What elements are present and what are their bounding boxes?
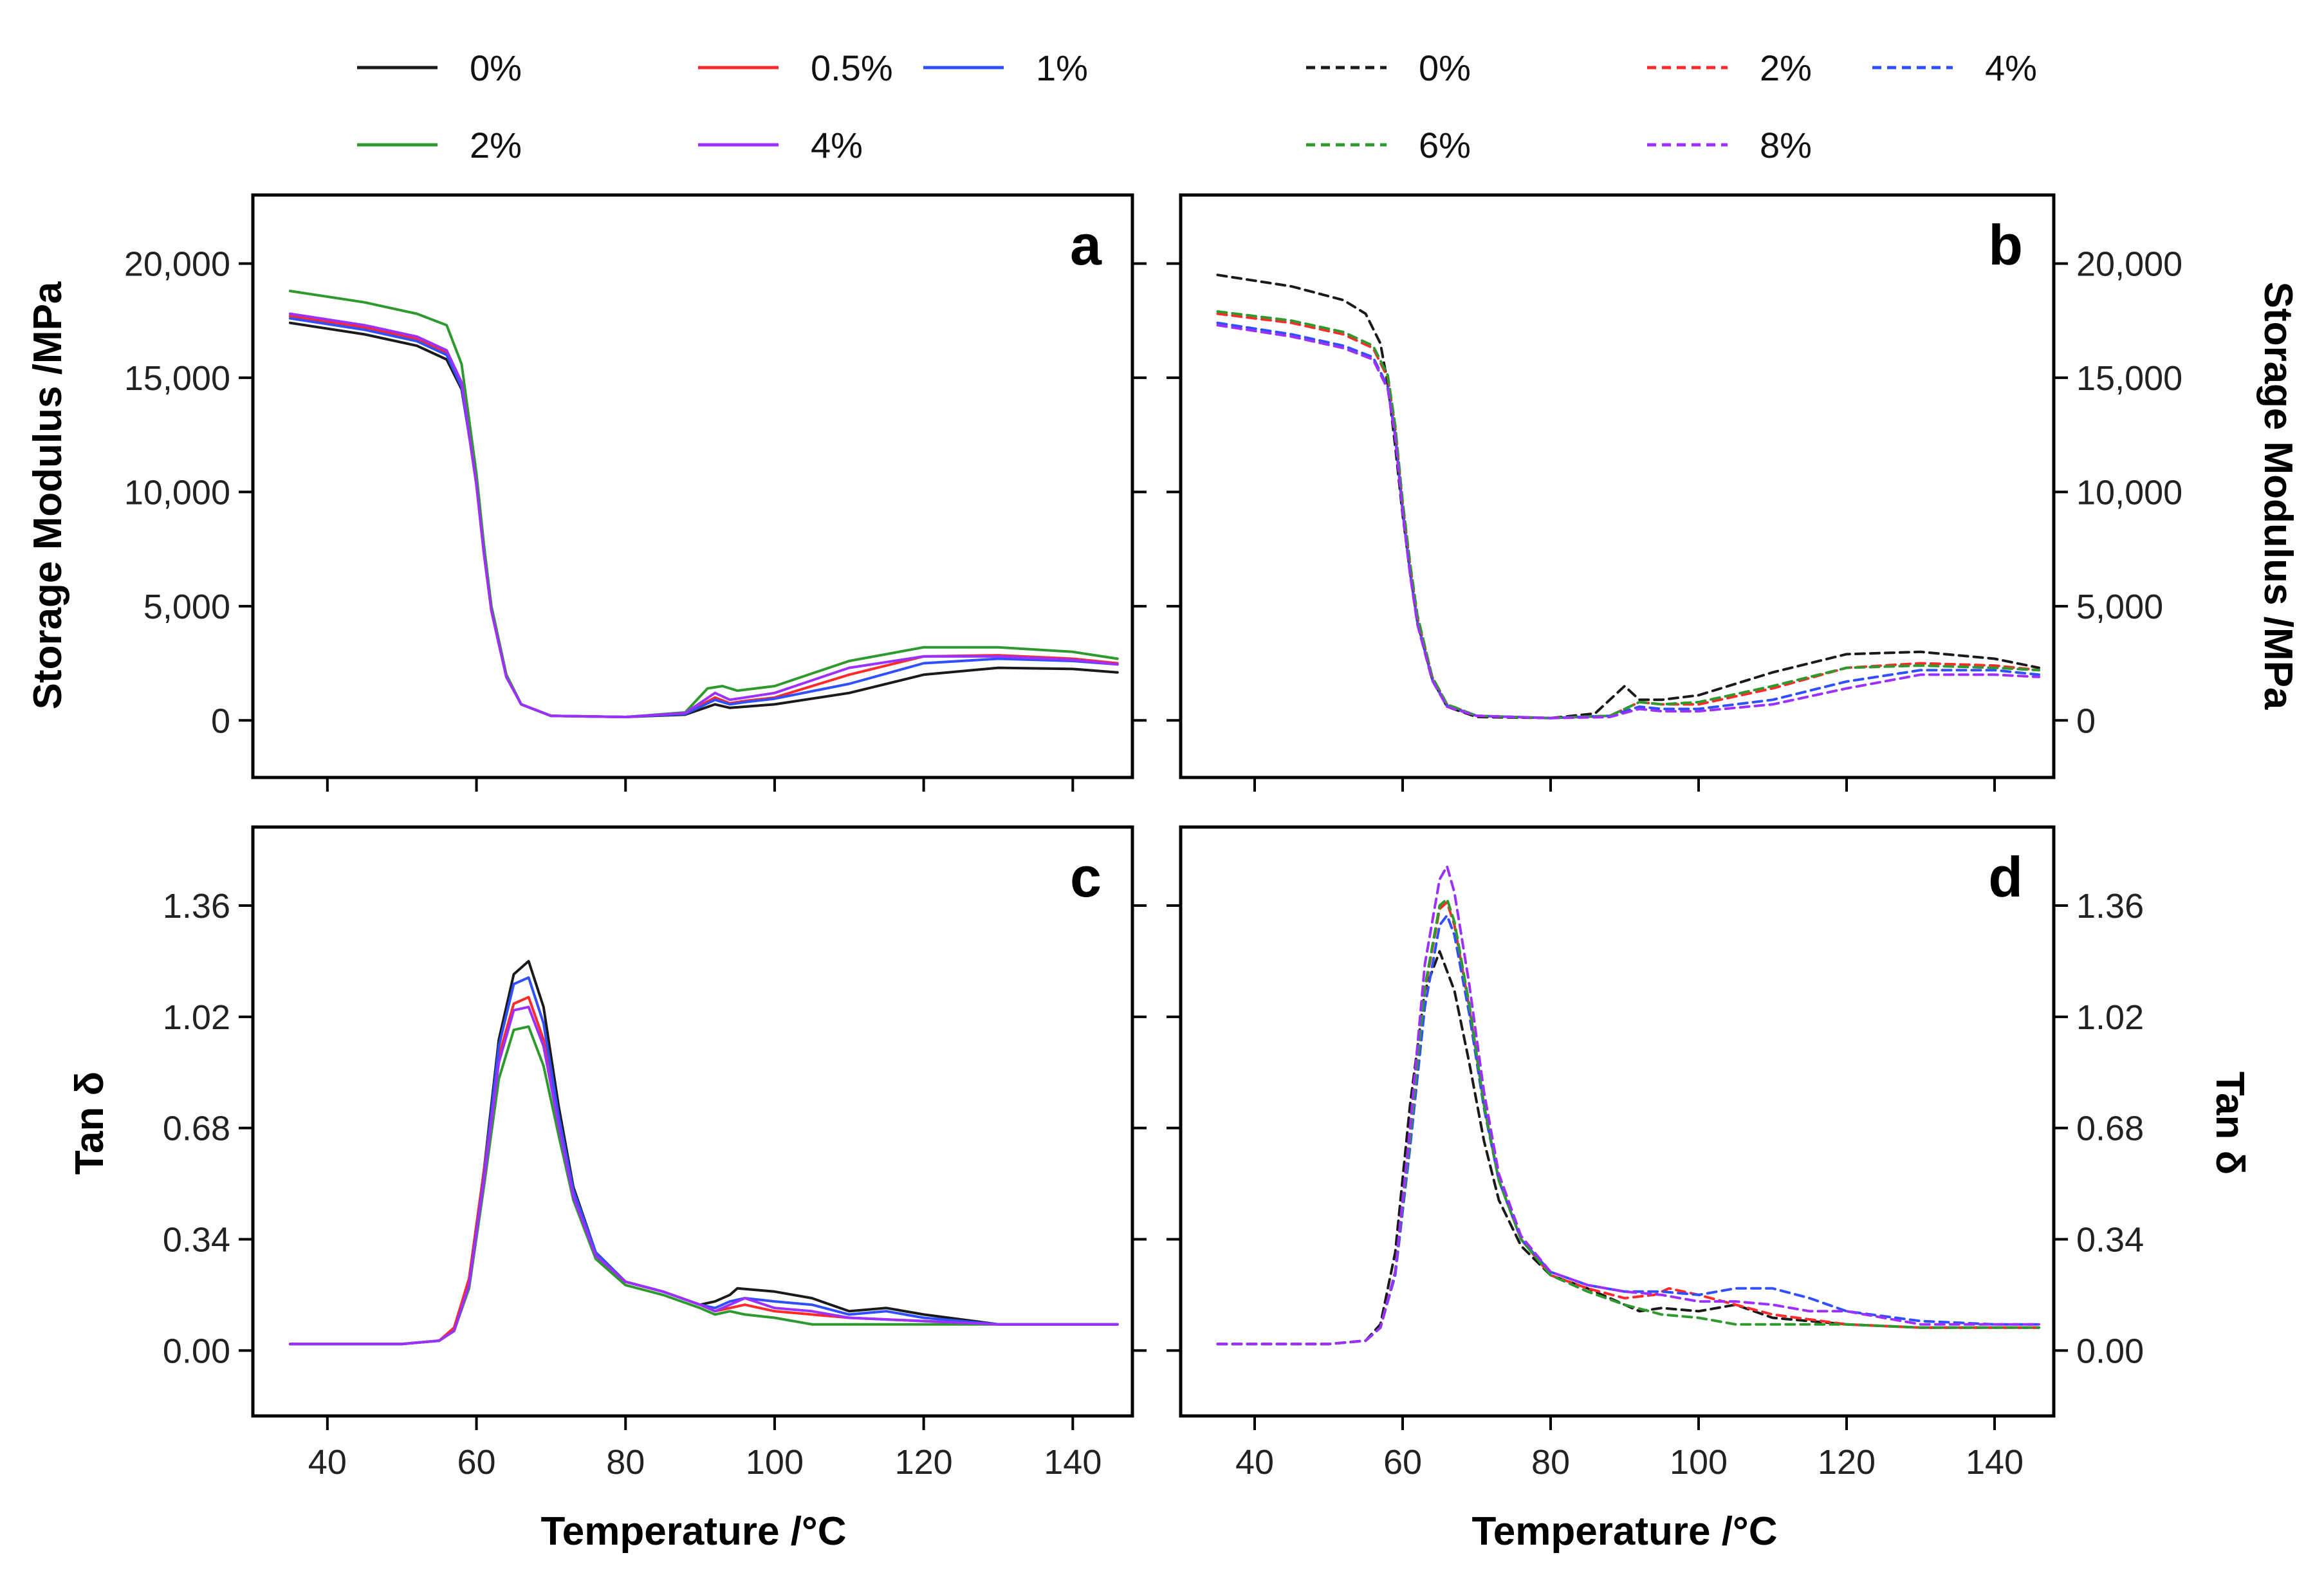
legend-label: 0%: [1419, 48, 1471, 88]
y-tick-label: 20,000: [124, 245, 230, 283]
x-tick-label: 120: [895, 1443, 953, 1482]
legend-label: 6%: [1419, 125, 1471, 165]
x-tick-label: 60: [457, 1443, 496, 1482]
y-tick-label: 1.02: [2076, 998, 2144, 1037]
y-tick-label: 10,000: [124, 473, 230, 512]
series-group-d: [1216, 865, 2040, 1346]
panel-d: 40 60 80 100 120 140 0.00 0.34 0.68 1.02 1.36 d: [1167, 825, 2144, 1482]
xlabel-left: Temperature /°C: [541, 1509, 847, 1554]
x-tick-label: 100: [746, 1443, 804, 1482]
plot-frame-d: [1179, 825, 2056, 1418]
y-tick-label: 5,000: [143, 588, 230, 626]
x-tick-label: 80: [1531, 1443, 1570, 1482]
series-line-b-6pct: [1216, 310, 2040, 720]
y-tick-label: 10,000: [2076, 473, 2182, 512]
y-tick-label: 0.00: [163, 1332, 230, 1370]
x-tick-label: 120: [1818, 1443, 1876, 1482]
series-line-d-0pct: [1216, 950, 2040, 1346]
y-tick-label: 1.36: [2076, 887, 2144, 926]
ylabel-tan-left: Tan δ: [68, 1072, 112, 1175]
panel-letter-a: a: [1070, 213, 1102, 277]
legend-label: 2%: [1760, 48, 1812, 88]
x-tick-label: 80: [606, 1443, 645, 1482]
panel-c: 40 60 80 100 120 140 0.00 0.34 0.68 1.02 1.36 c: [163, 825, 1147, 1482]
y-tick-label: 0: [2076, 702, 2096, 740]
y-tick-label: 0.34: [2076, 1221, 2144, 1260]
panel-letter-d: d: [1988, 845, 2023, 909]
x-tick-label: 100: [1670, 1443, 1728, 1482]
legend-label: 2%: [470, 125, 522, 165]
series-group-a: [288, 290, 1119, 718]
y-tick-label: 20,000: [2076, 245, 2182, 283]
ylabel-storage-right: Storage Modulus /MPa: [2256, 282, 2300, 710]
xlabel-right: Temperature /°C: [1472, 1509, 1778, 1554]
series-line-c-4pct: [288, 1005, 1119, 1346]
y-tick-label: 0.68: [163, 1110, 230, 1148]
x-tick-label: 60: [1383, 1443, 1422, 1482]
x-tick-label: 40: [308, 1443, 347, 1482]
series-line-b-0pct: [1216, 274, 2040, 720]
x-tick-label: 40: [1235, 1443, 1274, 1482]
legend-label: 0.5%: [811, 48, 893, 88]
plot-frame-b: [1179, 193, 2056, 779]
y-tick-label: 0: [211, 702, 230, 740]
y-tick-label: 0.68: [2076, 1110, 2144, 1148]
legend-label: 8%: [1760, 125, 1812, 165]
legend-right: 0% 2% 4% 6% 8%: [1306, 48, 2037, 165]
series-line-a-4pct: [288, 312, 1119, 718]
series-line-d-2pct: [1216, 900, 2040, 1346]
legend-label: 1%: [1036, 48, 1088, 88]
panel-a: 0 5,000 10,000 15,000 20,000 a: [124, 193, 1147, 792]
panel-b: 0 5,000 10,000 15,000 20,000 b: [1167, 193, 2182, 792]
series-line-d-8pct: [1216, 865, 2040, 1346]
legend-left: 0% 0.5% 1% 2% 4%: [357, 48, 1088, 165]
x-tick-label: 140: [1966, 1443, 2024, 1482]
y-tick-label: 5,000: [2076, 588, 2163, 626]
legend-label: 4%: [811, 125, 863, 165]
y-tick-label: 15,000: [2076, 359, 2182, 398]
panel-letter-c: c: [1070, 845, 1102, 909]
ylabel-tan-right: Tan δ: [2208, 1072, 2252, 1175]
plot-frame-c: [251, 825, 1134, 1418]
series-group-b: [1216, 274, 2040, 720]
panel-letter-b: b: [1988, 213, 2023, 277]
legend-label: 0%: [470, 48, 522, 88]
ylabel-storage-left: Storage Modulus /MPa: [26, 281, 70, 709]
y-tick-label: 1.36: [163, 887, 230, 926]
plot-frame-a: [251, 193, 1134, 779]
y-tick-label: 15,000: [124, 359, 230, 398]
series-line-b-8pct: [1216, 324, 2040, 720]
y-tick-label: 0.34: [163, 1221, 230, 1260]
x-tick-label: 140: [1044, 1443, 1102, 1482]
y-tick-label: 1.02: [163, 998, 230, 1037]
series-group-c: [288, 960, 1119, 1346]
y-tick-label: 0.00: [2076, 1332, 2144, 1370]
legend-label: 4%: [1985, 48, 2037, 88]
